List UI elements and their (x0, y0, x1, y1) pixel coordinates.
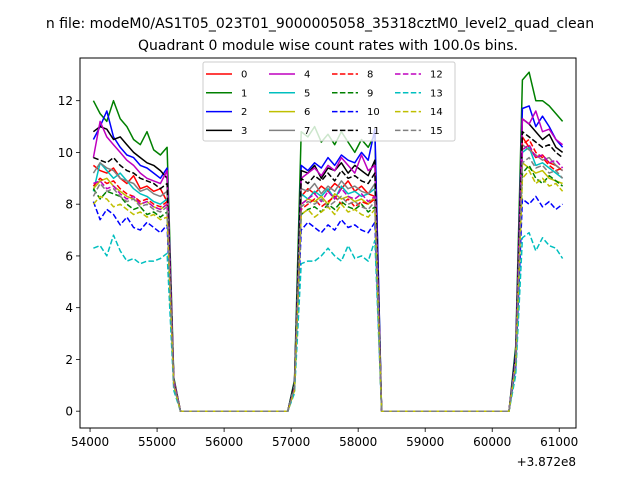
series-line-6 (92, 162, 563, 412)
series-line-13 (93, 231, 564, 412)
legend-label-7: 7 (304, 126, 310, 137)
legend-label-14: 14 (430, 107, 443, 118)
x-tick-label: 55000 (138, 435, 176, 449)
legend-label-13: 13 (430, 88, 443, 99)
chart-title: Quadrant 0 module wise count rates with … (138, 38, 518, 54)
y-tick-label: 8 (65, 198, 73, 212)
x-tick-label: 58000 (339, 435, 377, 449)
series-line-12 (93, 143, 564, 412)
x-offset-label: +3.872e8 (517, 455, 576, 469)
legend-label-6: 6 (304, 107, 310, 118)
series-line-8 (92, 138, 563, 412)
x-tick-label: 61000 (540, 435, 578, 449)
y-tick-label: 10 (58, 146, 73, 160)
x-tick-label: 60000 (473, 435, 511, 449)
series-layer (92, 71, 564, 412)
legend-label-1: 1 (241, 88, 247, 99)
legend-label-8: 8 (367, 70, 373, 81)
legend-label-3: 3 (241, 126, 247, 137)
x-tick-label: 54000 (71, 435, 109, 449)
series-line-15 (92, 156, 564, 412)
figure-suptitle: n file: modeM0/AS1T05_023T01_9000005058_… (46, 16, 594, 32)
x-axis: 54000 55000 56000 57000 58000 59000 60000 61000 (71, 428, 578, 449)
y-tick-label: 2 (65, 353, 73, 367)
y-axis: 0 2 4 6 8 10 12 (58, 94, 80, 419)
legend-label-2: 2 (241, 107, 247, 118)
legend-label-0: 0 (241, 70, 247, 81)
x-tick-label: 59000 (406, 435, 444, 449)
legend-label-12: 12 (430, 70, 443, 81)
y-tick-label: 12 (58, 94, 73, 108)
x-tick-label: 57000 (272, 435, 310, 449)
legend-label-5: 5 (304, 88, 310, 99)
legend-label-10: 10 (367, 107, 380, 118)
series-line-3 (92, 118, 564, 412)
series-line-4 (92, 110, 564, 412)
plot-frame (79, 57, 577, 429)
legend-box (202, 61, 456, 142)
series-line-10 (92, 195, 564, 412)
series-line-7 (92, 143, 564, 412)
y-tick-label: 6 (65, 249, 73, 263)
legend-label-9: 9 (367, 88, 373, 99)
y-tick-label: 4 (65, 301, 73, 315)
legend-label-4: 4 (304, 70, 310, 81)
x-tick-label: 56000 (205, 435, 243, 449)
legend-label-15: 15 (430, 126, 443, 137)
y-tick-label: 0 (65, 405, 73, 419)
legend-label-11: 11 (367, 126, 380, 137)
